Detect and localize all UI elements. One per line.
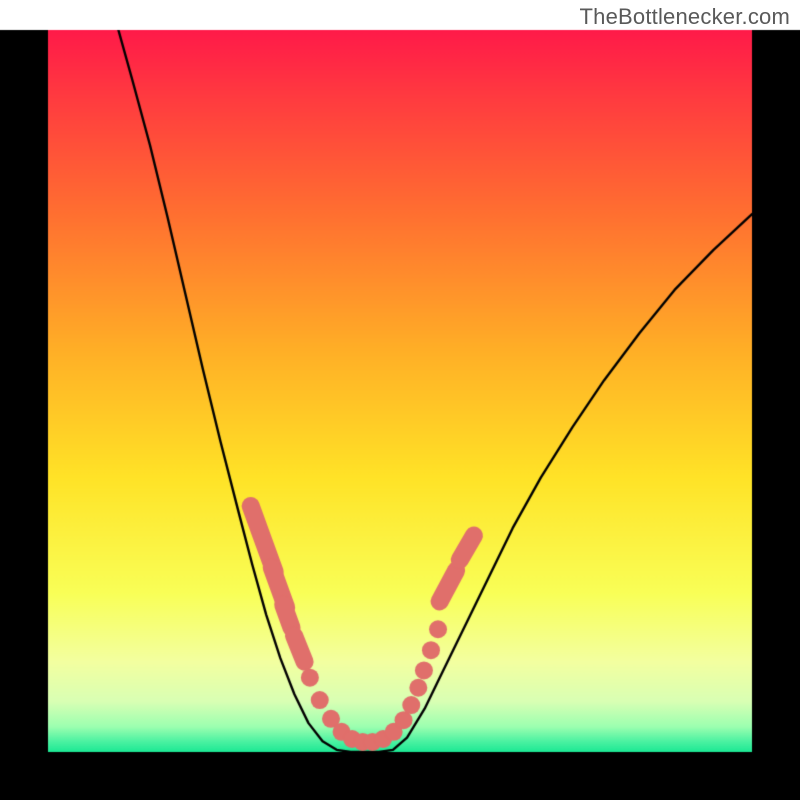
chart-root: TheBottlenecker.com	[0, 0, 800, 800]
bottleneck-chart-canvas	[0, 0, 800, 800]
watermark-text: TheBottlenecker.com	[580, 4, 790, 30]
